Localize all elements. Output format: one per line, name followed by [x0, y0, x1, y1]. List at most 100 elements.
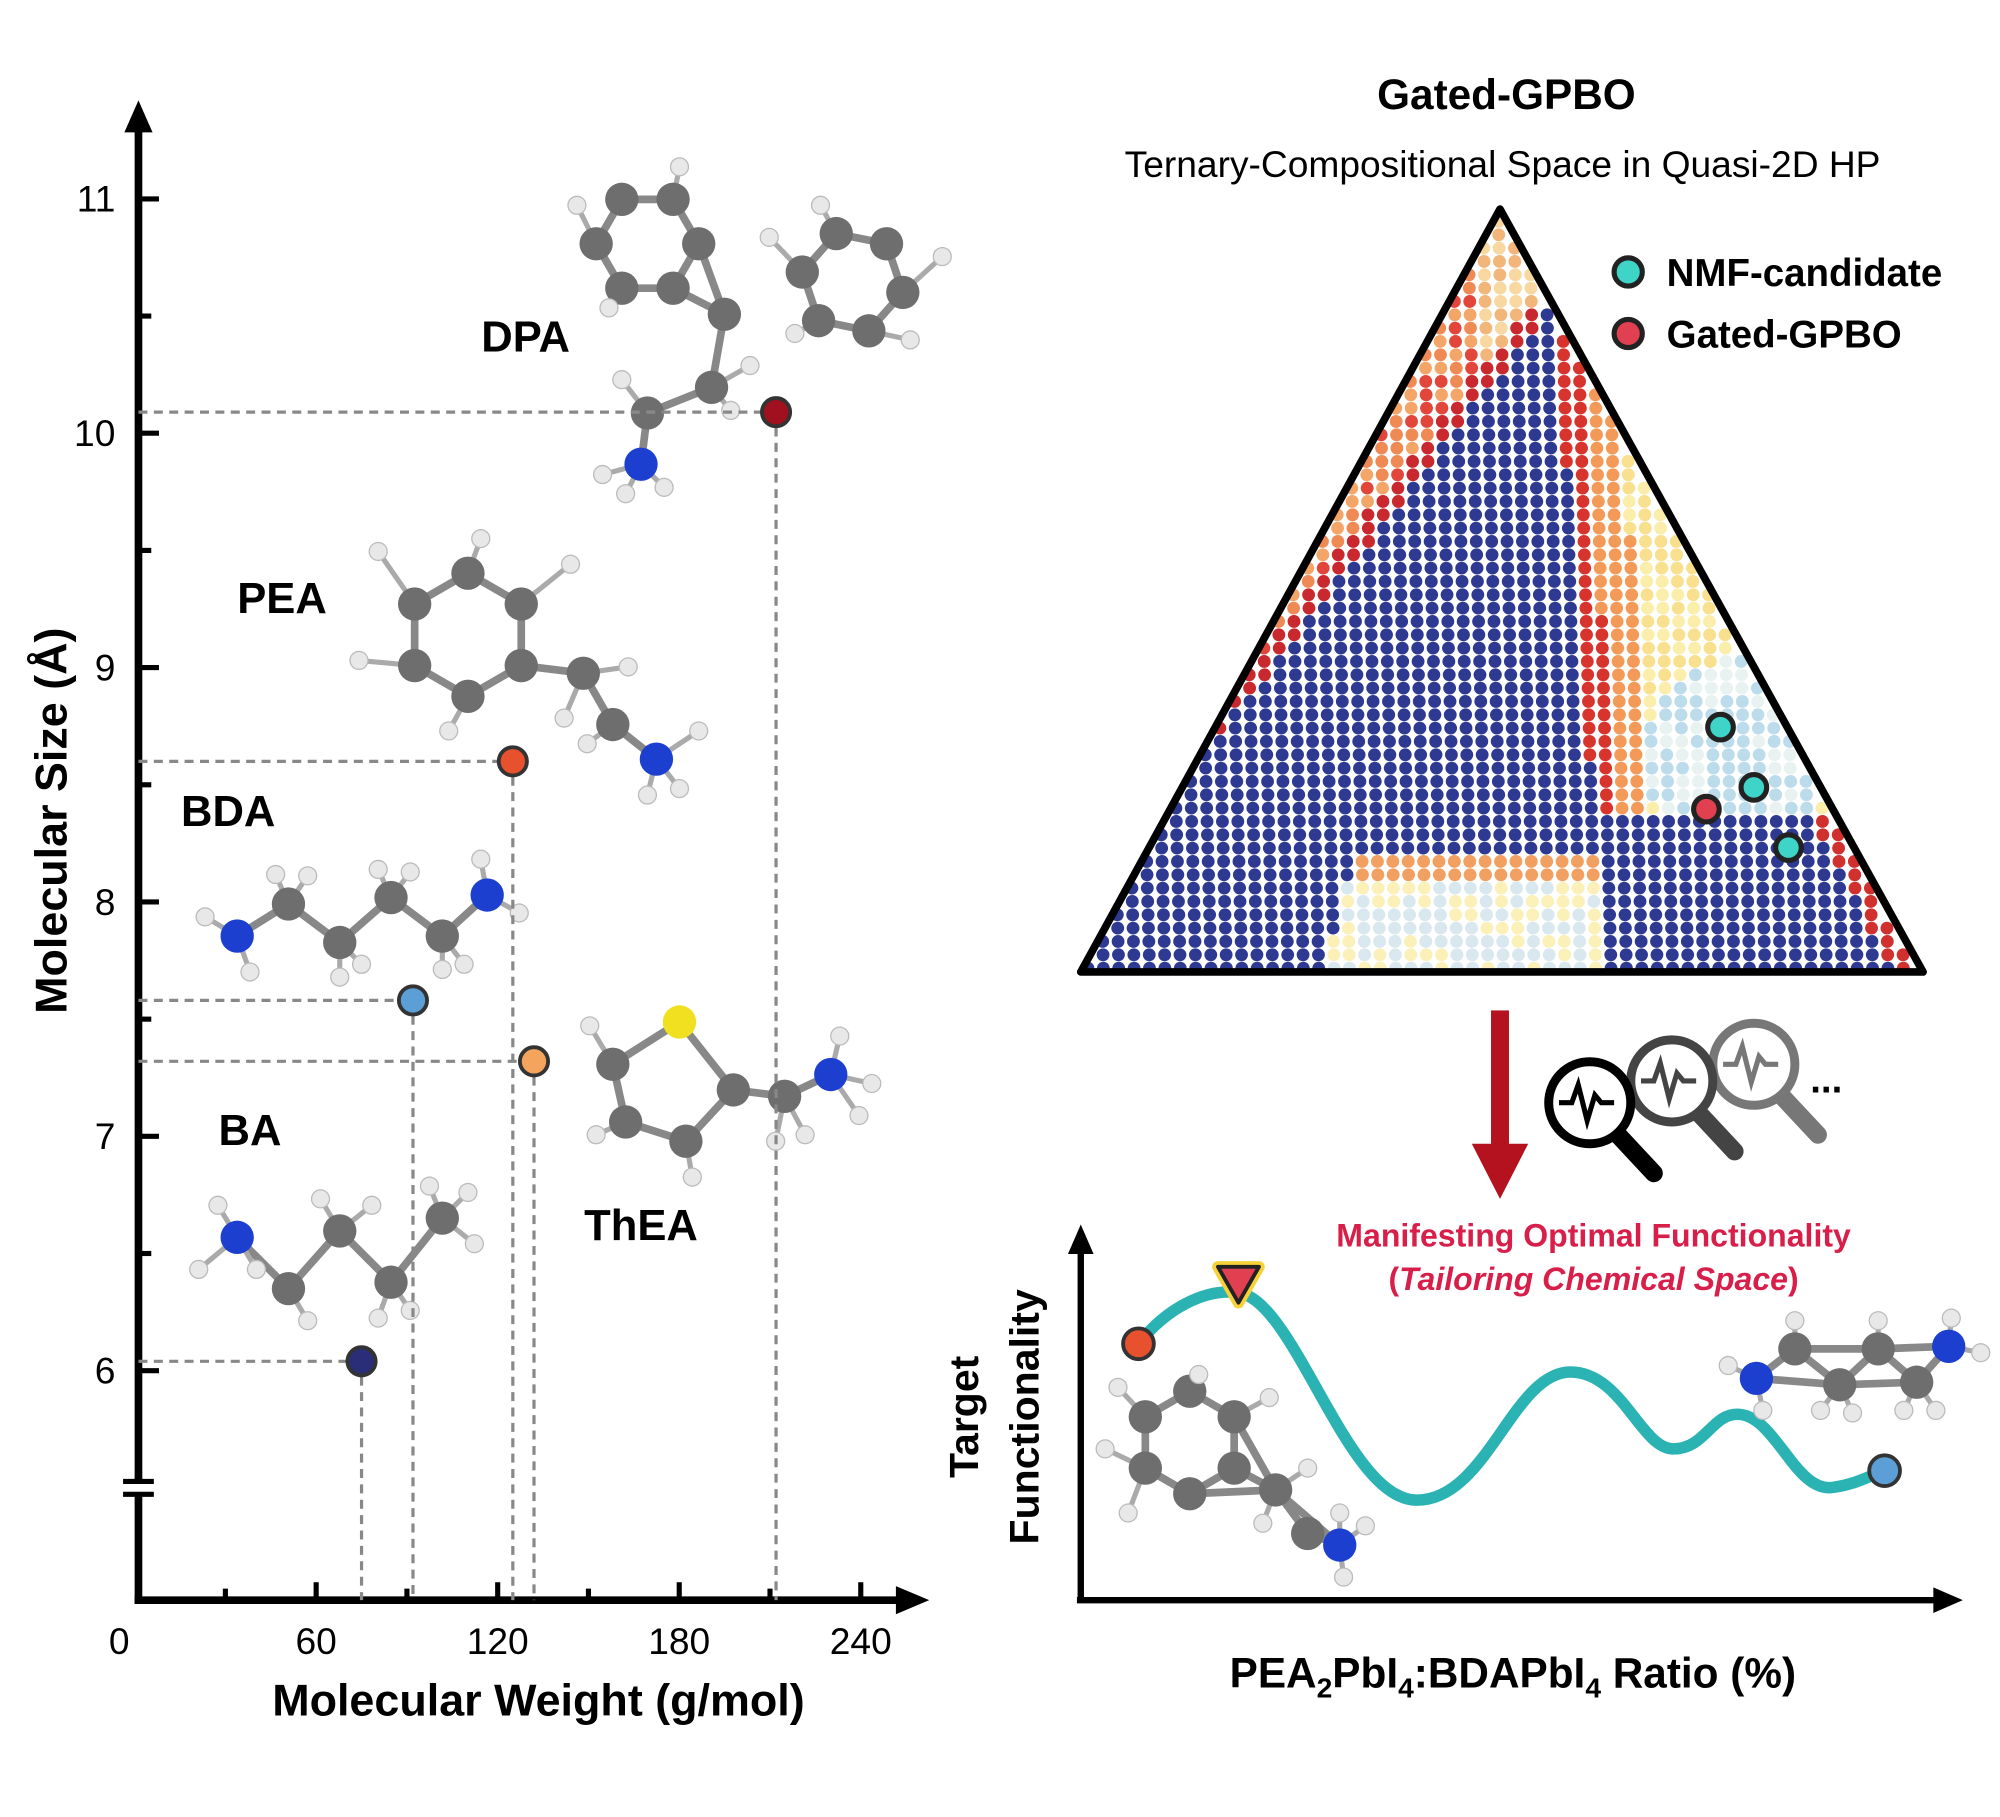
heatmap-dot: [1574, 428, 1588, 442]
optimum-marker: [1216, 1264, 1261, 1305]
heatmap-dot: [1545, 495, 1559, 508]
heatmap-dot: [1444, 735, 1458, 748]
heatmap-dot: [1295, 895, 1308, 908]
heatmap-dot: [1411, 641, 1425, 655]
endpoint: [1121, 1326, 1156, 1362]
heatmap-dot: [1768, 775, 1782, 788]
heatmap-dot: [1490, 721, 1504, 735]
heatmap-dot: [1626, 628, 1640, 642]
heatmap-dot: [1498, 441, 1512, 455]
heatmap-dot: [1263, 855, 1277, 868]
heatmap-dot: [1783, 761, 1797, 775]
heatmap-dot: [1665, 935, 1679, 948]
heatmap-dot: [1552, 748, 1566, 762]
heatmap-dot: [1247, 855, 1261, 868]
heatmap-dot: [1551, 721, 1565, 735]
heatmap-dot: [1243, 681, 1257, 695]
heatmap-dot: [1681, 948, 1695, 962]
heatmap-dot: [1453, 495, 1467, 508]
x-tick-label: 120: [467, 1620, 529, 1662]
heatmap-dot: [1421, 468, 1435, 482]
heatmap-dot: [1625, 601, 1639, 615]
heatmap-dot: [1475, 748, 1489, 762]
heatmap-dot: [1516, 561, 1530, 575]
heatmap-dot: [1588, 921, 1602, 935]
heatmap-dot: [1201, 841, 1215, 855]
heatmap-dot: [1246, 815, 1260, 828]
heatmap-dot: [1340, 881, 1354, 895]
heatmap-dot: [1582, 708, 1596, 722]
heatmap-dot: [1391, 468, 1404, 482]
heatmap-dot: [1662, 828, 1676, 842]
heatmap-dot: [1756, 868, 1769, 882]
atom: [592, 464, 613, 485]
atom: [616, 484, 636, 504]
heatmap-dot: [1214, 748, 1228, 762]
atom: [1128, 1451, 1162, 1485]
heatmap-dot: [1201, 828, 1214, 842]
heatmap-dot: [1693, 841, 1707, 855]
heatmap-dot: [1333, 601, 1347, 615]
heatmap-dot: [1865, 948, 1879, 962]
atom: [785, 255, 819, 289]
atom: [869, 227, 904, 261]
heatmap-dot: [1616, 841, 1630, 855]
heatmap-dot: [1215, 775, 1228, 788]
heatmap-dot: [1323, 788, 1336, 802]
heatmap-dot: [1725, 895, 1739, 908]
heatmap-dot: [1515, 508, 1529, 522]
heatmap-dot: [1291, 775, 1305, 788]
heatmap-dot: [1332, 575, 1346, 588]
heatmap-dot: [1260, 761, 1274, 775]
heatmap-dot: [1573, 388, 1587, 402]
heatmap-dot: [1727, 948, 1741, 962]
heatmap-dot: [1504, 668, 1518, 682]
heatmap-dot: [1595, 615, 1609, 628]
atom: [240, 962, 260, 982]
heatmap-dot: [1257, 655, 1271, 668]
heatmap-dot: [1742, 921, 1755, 935]
heatmap-dot: [1465, 921, 1478, 935]
heatmap-dot: [1362, 561, 1376, 575]
heatmap-dot: [1463, 868, 1477, 882]
atom: [707, 297, 742, 331]
heatmap-dot: [1725, 868, 1739, 882]
heatmap-dot: [1675, 735, 1689, 748]
heatmap-dot: [1490, 735, 1504, 748]
heatmap-dot: [1694, 881, 1708, 895]
heatmap-dot: [1319, 655, 1333, 668]
heatmap-dot: [1553, 775, 1567, 788]
heatmap-dot: [1694, 855, 1707, 868]
atom: [662, 1005, 697, 1039]
y-tick-label: 6: [95, 1350, 116, 1392]
atom: [932, 246, 952, 267]
heatmap-dot: [1611, 655, 1625, 668]
heatmap-dot: [1399, 775, 1413, 788]
heatmap-dot: [1506, 761, 1520, 775]
heatmap-dot: [1516, 535, 1529, 548]
atom: [470, 878, 504, 912]
heatmap-dot: [1526, 921, 1540, 935]
heatmap-dot: [1614, 748, 1628, 762]
heatmap-dot: [1532, 588, 1546, 602]
heatmap-dot: [1265, 935, 1279, 948]
heatmap-dot: [1804, 948, 1818, 962]
heatmap-dot: [1184, 788, 1198, 802]
heatmap-dot: [1416, 841, 1430, 855]
heatmap-dot: [1643, 708, 1657, 722]
heatmap-dot: [1307, 801, 1321, 815]
heatmap-dot: [1376, 481, 1389, 495]
heatmap-dot: [1492, 241, 1506, 255]
atom: [374, 880, 408, 915]
heatmap-dot: [1447, 855, 1461, 868]
heatmap-dot: [1572, 908, 1586, 922]
heatmap-dot: [1548, 588, 1562, 602]
heatmap-dot: [1579, 588, 1592, 602]
heatmap-dot: [1472, 628, 1486, 642]
atom: [669, 779, 690, 799]
heatmap-dot: [1335, 681, 1349, 695]
heatmap-dot: [1513, 441, 1527, 455]
heatmap-dot: [1293, 828, 1307, 842]
heatmap-dot: [1465, 935, 1479, 948]
heatmap-dot: [1289, 681, 1303, 695]
